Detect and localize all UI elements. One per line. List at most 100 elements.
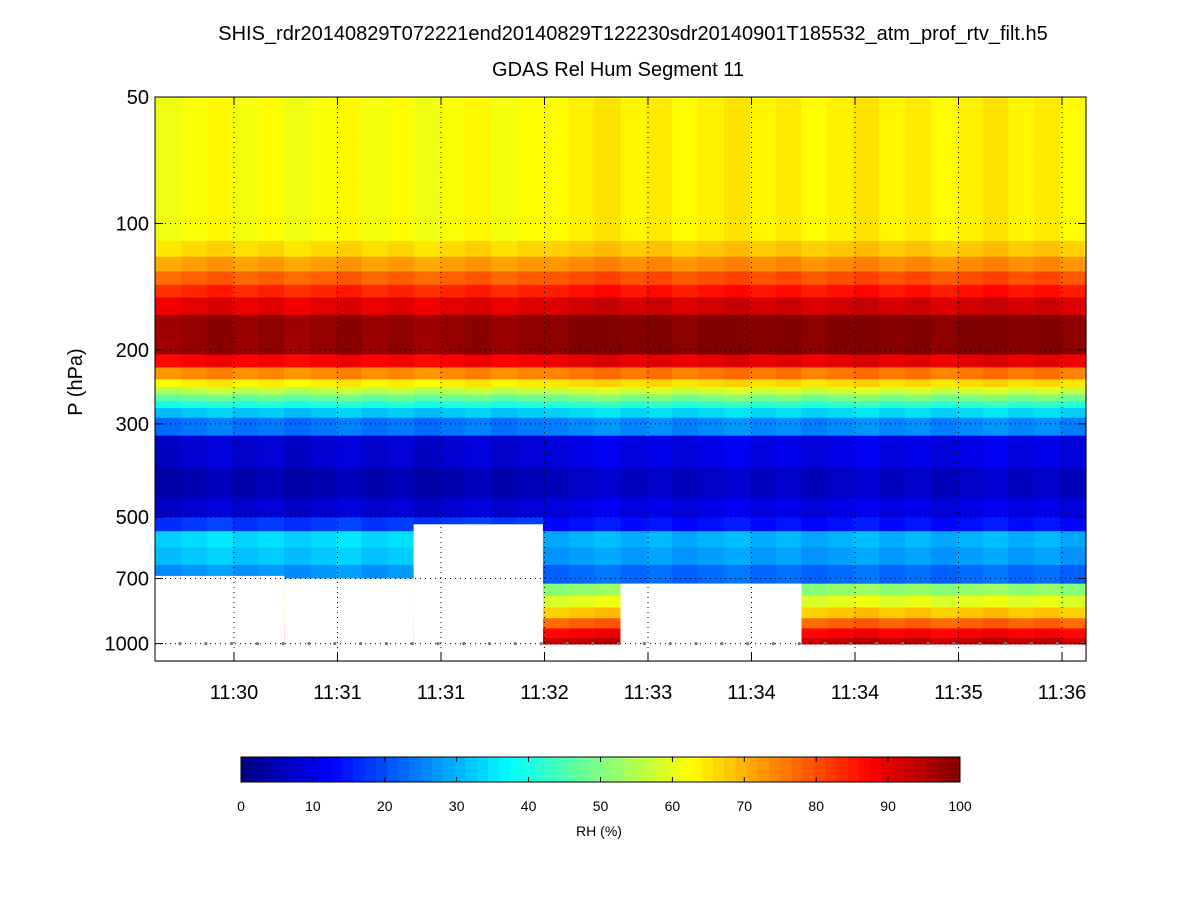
heatmap-cell <box>672 394 699 402</box>
heatmap-cell <box>904 547 932 566</box>
heatmap-cell <box>206 314 234 342</box>
heatmap-cell <box>180 284 208 299</box>
colorbar-tick-label: 90 <box>880 798 896 814</box>
heatmap-cell <box>853 517 880 532</box>
heatmap-cell <box>413 314 441 342</box>
heatmap-cell <box>439 97 466 159</box>
heatmap-cell <box>749 223 777 242</box>
heatmap-cell <box>568 408 596 419</box>
heatmap-cell <box>594 158 622 195</box>
heatmap-cell <box>853 354 880 368</box>
heatmap-cell <box>284 284 311 299</box>
heatmap-cell <box>1008 193 1035 225</box>
heatmap-cell <box>206 408 234 419</box>
level-marker <box>900 642 905 646</box>
heatmap-cell <box>180 497 208 518</box>
level-marker <box>849 642 853 646</box>
heatmap-cell <box>465 386 492 395</box>
heatmap-cell <box>1034 386 1061 395</box>
heatmap-cell <box>542 408 570 419</box>
heatmap-cell <box>413 379 441 388</box>
heatmap-cell <box>568 340 596 356</box>
heatmap-cell <box>982 467 1010 499</box>
heatmap-cell <box>956 607 984 619</box>
heatmap-cell <box>465 367 492 380</box>
heatmap-cell <box>827 367 854 380</box>
heatmap-cell <box>542 97 570 159</box>
heatmap-cell <box>879 97 906 159</box>
heatmap-cell <box>853 386 880 395</box>
level-marker <box>926 642 930 646</box>
heatmap-cell <box>258 517 285 532</box>
heatmap-cell <box>904 379 932 388</box>
heatmap-cell <box>853 193 880 225</box>
heatmap-cell <box>723 354 751 368</box>
heatmap-cell <box>879 158 906 195</box>
heatmap-cell <box>155 517 182 532</box>
heatmap-cell <box>232 354 260 368</box>
heatmap-cell <box>982 628 1010 639</box>
level-marker <box>204 642 208 646</box>
heatmap-cell <box>1008 531 1035 548</box>
heatmap-cell <box>1034 401 1061 409</box>
heatmap-cell <box>620 408 647 419</box>
heatmap-cell <box>542 607 570 619</box>
heatmap-cell <box>904 340 932 356</box>
heatmap-cell <box>517 193 544 225</box>
heatmap-cell <box>465 314 492 342</box>
colorbar-segment <box>409 757 422 782</box>
heatmap-cell <box>956 408 984 419</box>
heatmap-cell <box>801 607 828 619</box>
heatmap-cell <box>801 497 828 518</box>
heatmap-cell <box>155 435 182 468</box>
colorbar-tick-label: 100 <box>948 798 972 814</box>
missing-data-region <box>413 524 543 661</box>
heatmap-cell <box>542 394 570 402</box>
heatmap-cell <box>336 340 363 356</box>
heatmap-cell <box>413 158 441 195</box>
heatmap-cell <box>698 223 725 242</box>
heatmap-cell <box>879 386 906 395</box>
heatmap-cell <box>258 379 285 388</box>
heatmap-cell <box>180 394 208 402</box>
heatmap-cell <box>930 565 958 585</box>
colorbar-tick-label: 80 <box>808 798 824 814</box>
colorbar-segment <box>746 757 759 782</box>
heatmap-cell <box>620 547 647 566</box>
heatmap-cell <box>982 367 1010 380</box>
heatmap-cell <box>568 628 596 639</box>
heatmap-cell <box>594 240 622 258</box>
heatmap-cell <box>361 401 389 409</box>
heatmap-cell <box>542 340 570 356</box>
heatmap-cell <box>827 401 854 409</box>
heatmap-cell <box>258 297 285 316</box>
heatmap-cell <box>853 158 880 195</box>
heatmap-cell <box>801 401 828 409</box>
heatmap-cell <box>698 386 725 395</box>
heatmap-cell <box>155 367 182 380</box>
heatmap-cell <box>542 565 570 585</box>
heatmap-cell <box>646 271 673 286</box>
heatmap-cell <box>1060 394 1087 402</box>
colorbar-segment <box>791 757 804 782</box>
heatmap-cell <box>155 354 182 368</box>
heatmap-cell <box>1060 158 1087 195</box>
heatmap-cell <box>517 240 544 258</box>
heatmap-cell <box>387 497 415 518</box>
heatmap-cell <box>904 467 932 499</box>
heatmap-cell <box>542 158 570 195</box>
heatmap-cell <box>1034 340 1061 356</box>
heatmap-cell <box>879 435 906 468</box>
heatmap-cell <box>180 256 208 272</box>
heatmap-cell <box>336 284 363 299</box>
heatmap-cell <box>465 401 492 409</box>
heatmap-cell <box>206 223 234 242</box>
heatmap-cell <box>956 517 984 532</box>
heatmap-cell <box>723 256 751 272</box>
heatmap-cell <box>1060 193 1087 225</box>
heatmap-cell <box>749 314 777 342</box>
heatmap-cell <box>206 284 234 299</box>
heatmap-cell <box>956 340 984 356</box>
heatmap-cell <box>594 394 622 402</box>
heatmap-cell <box>827 607 854 619</box>
